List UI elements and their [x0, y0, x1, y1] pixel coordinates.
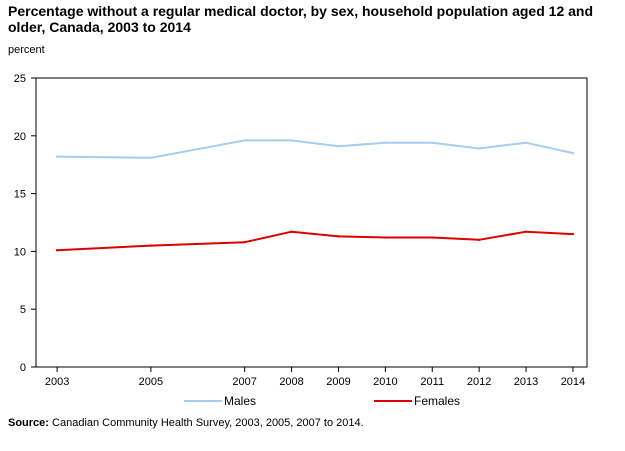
legend-label-males: Males: [224, 394, 256, 408]
data-point-males: [55, 155, 59, 158]
data-point-females: [149, 244, 153, 247]
data-point-males: [571, 151, 575, 155]
x-tick-label: 2014: [561, 376, 585, 388]
x-tick-label: 2013: [514, 376, 538, 388]
data-point-females: [290, 230, 293, 233]
x-tick-label: 2008: [279, 376, 303, 388]
source-text: Canadian Community Health Survey, 2003, …: [48, 417, 364, 429]
x-tick-label: 2011: [420, 376, 444, 388]
data-point-females: [337, 235, 340, 238]
data-point-females: [431, 236, 434, 239]
x-tick-label: 2003: [45, 376, 69, 388]
source-label: Source:: [8, 417, 49, 429]
y-tick-label: 0: [20, 362, 26, 374]
data-point-females: [477, 238, 481, 242]
data-point-males: [524, 141, 528, 144]
x-tick-label: 2010: [373, 376, 397, 388]
data-point-females: [384, 236, 387, 239]
data-point-males: [477, 147, 481, 150]
plot-frame: [35, 77, 588, 368]
data-point-females: [524, 230, 528, 233]
y-tick-label: 20: [14, 131, 26, 143]
legend-label-females: Females: [414, 394, 460, 408]
data-point-females: [55, 249, 59, 252]
data-point-males: [149, 156, 153, 159]
x-tick-label: 2007: [232, 376, 256, 388]
source-note: Source: Canadian Community Health Survey…: [8, 417, 364, 429]
data-point-females: [571, 232, 575, 236]
data-point-females: [243, 240, 246, 244]
x-tick-label: 2012: [467, 376, 491, 388]
series-line-females: [57, 230, 573, 252]
y-tick-label: 5: [20, 304, 26, 316]
data-point-males: [431, 141, 434, 144]
x-tick-label: 2005: [139, 376, 163, 388]
series-line-males: [57, 139, 574, 159]
x-tick-label: 2009: [326, 376, 350, 388]
data-point-males: [337, 145, 340, 148]
data-point-males: [290, 139, 293, 142]
data-point-males: [384, 141, 387, 144]
y-tick-label: 10: [14, 246, 26, 258]
y-tick-label: 25: [14, 73, 26, 85]
y-tick-label: 15: [14, 189, 26, 201]
y-axis-label: percent: [8, 44, 45, 56]
data-point-males: [243, 139, 246, 142]
chart-title: Percentage without a regular medical doc…: [8, 3, 594, 35]
